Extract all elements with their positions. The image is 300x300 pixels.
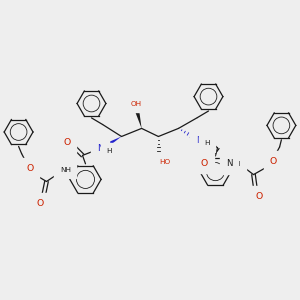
Text: N: N [226, 159, 232, 168]
Text: HO: HO [159, 159, 171, 165]
Text: N: N [196, 136, 202, 145]
Text: O: O [255, 192, 262, 201]
Text: N: N [97, 144, 104, 153]
Polygon shape [134, 108, 142, 128]
Text: NH: NH [60, 167, 71, 172]
Text: O: O [26, 164, 33, 173]
Text: H: H [204, 140, 210, 146]
Text: O: O [201, 159, 208, 168]
Text: O: O [64, 138, 71, 147]
Text: O: O [36, 199, 43, 208]
Text: H: H [106, 148, 112, 154]
Text: OH: OH [130, 100, 142, 106]
Text: H: H [235, 160, 240, 166]
Text: O: O [269, 157, 277, 166]
Polygon shape [101, 136, 122, 150]
